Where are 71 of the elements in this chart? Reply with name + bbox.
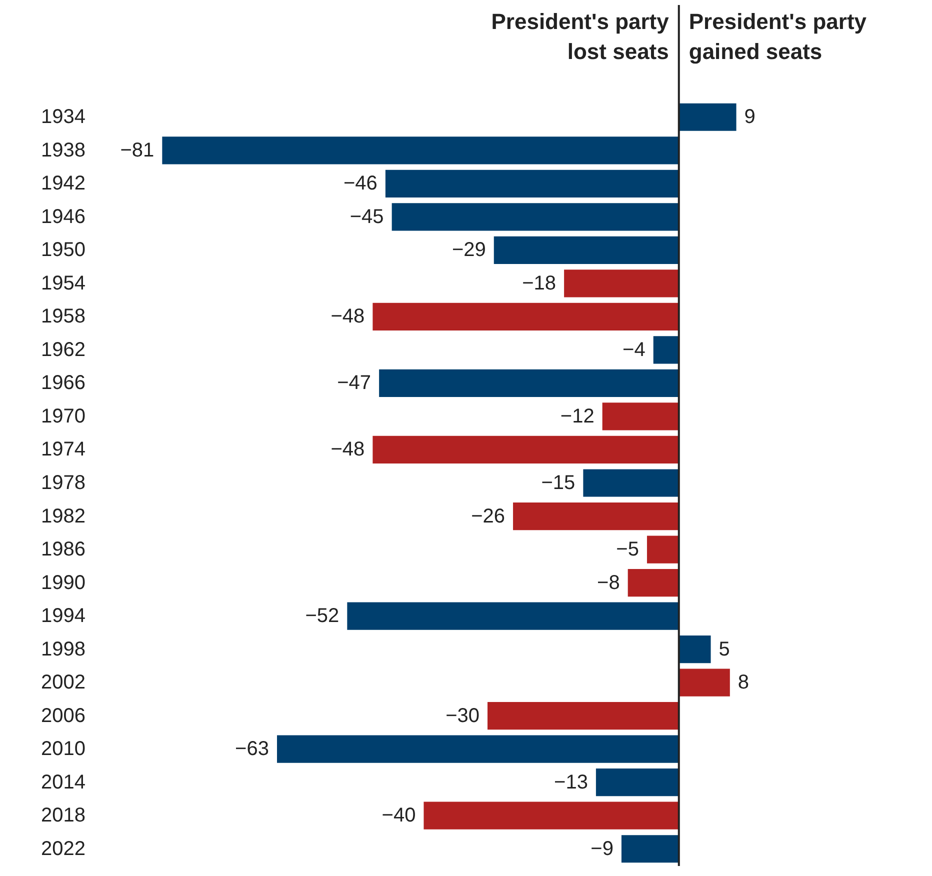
y-tick-label: 2014 [41, 771, 86, 794]
y-tick-label: 2018 [41, 804, 86, 827]
y-tick-label: 1966 [41, 372, 86, 394]
y-tick-label: 1946 [41, 206, 86, 228]
y-tick-label: 1990 [41, 572, 86, 594]
data-label: −45 [350, 206, 384, 228]
y-tick-label: 1938 [41, 139, 86, 162]
y-tick-label: 2022 [41, 838, 86, 860]
bar [392, 203, 679, 231]
bar [602, 402, 679, 430]
data-label: −4 [622, 338, 646, 361]
bar [653, 336, 679, 364]
bar [488, 702, 679, 730]
y-tick-label: 1998 [41, 638, 86, 660]
y-tick-label: 2006 [41, 704, 86, 727]
bar [379, 369, 679, 398]
bar [424, 802, 679, 830]
data-label: 8 [738, 672, 750, 694]
bar [678, 668, 730, 696]
data-label: −12 [560, 405, 594, 428]
bar [513, 502, 679, 530]
data-label: 5 [718, 638, 730, 660]
data-label: −81 [120, 139, 154, 162]
data-label: −29 [452, 239, 486, 262]
data-label: −63 [235, 738, 269, 760]
y-tick-label: 2002 [41, 672, 86, 694]
bar [372, 302, 679, 330]
bar [162, 136, 679, 164]
data-label: −18 [522, 272, 556, 294]
y-tick-label: 1958 [41, 306, 86, 328]
text: President's party gained seats [688, 9, 868, 64]
y-tick-label: 1934 [41, 106, 86, 128]
data-label: −47 [337, 372, 372, 394]
bar [372, 436, 679, 464]
bar [628, 568, 679, 597]
y-tick-label: 1950 [41, 239, 86, 262]
bar [385, 170, 679, 198]
y-tick-label: 1942 [41, 172, 86, 195]
data-label: −8 [597, 572, 620, 594]
data-label: −46 [344, 172, 378, 195]
y-tick-label: 1974 [41, 438, 86, 461]
data-label: −9 [590, 838, 614, 860]
bar [276, 735, 679, 763]
data-label: −30 [446, 704, 480, 727]
data-label: −40 [382, 804, 416, 827]
bar [678, 636, 711, 664]
y-tick-label: 2010 [41, 738, 86, 760]
data-label: −26 [471, 505, 506, 528]
data-label: −48 [330, 306, 365, 328]
data-label: −13 [554, 771, 588, 794]
data-label: −15 [541, 472, 576, 494]
y-tick-label: 1954 [41, 272, 86, 294]
bar [646, 536, 679, 564]
data-label: −52 [305, 605, 340, 628]
bar [678, 103, 736, 131]
bar [564, 270, 679, 298]
data-label: −48 [330, 438, 365, 461]
y-tick-label: 1962 [41, 338, 86, 361]
y-tick-label: 1986 [41, 538, 86, 561]
bar [583, 469, 679, 497]
bar [596, 768, 679, 796]
bar [621, 835, 679, 863]
bar [347, 602, 679, 630]
y-tick-label: 1994 [41, 605, 86, 628]
y-tick-label: 1978 [41, 472, 86, 494]
text: President's party lost seats [491, 9, 670, 64]
y-tick-label: 1970 [41, 405, 86, 428]
bar [494, 236, 679, 264]
data-label: −5 [616, 538, 639, 561]
data-label: 9 [744, 106, 756, 128]
y-tick-label: 1982 [41, 505, 86, 528]
